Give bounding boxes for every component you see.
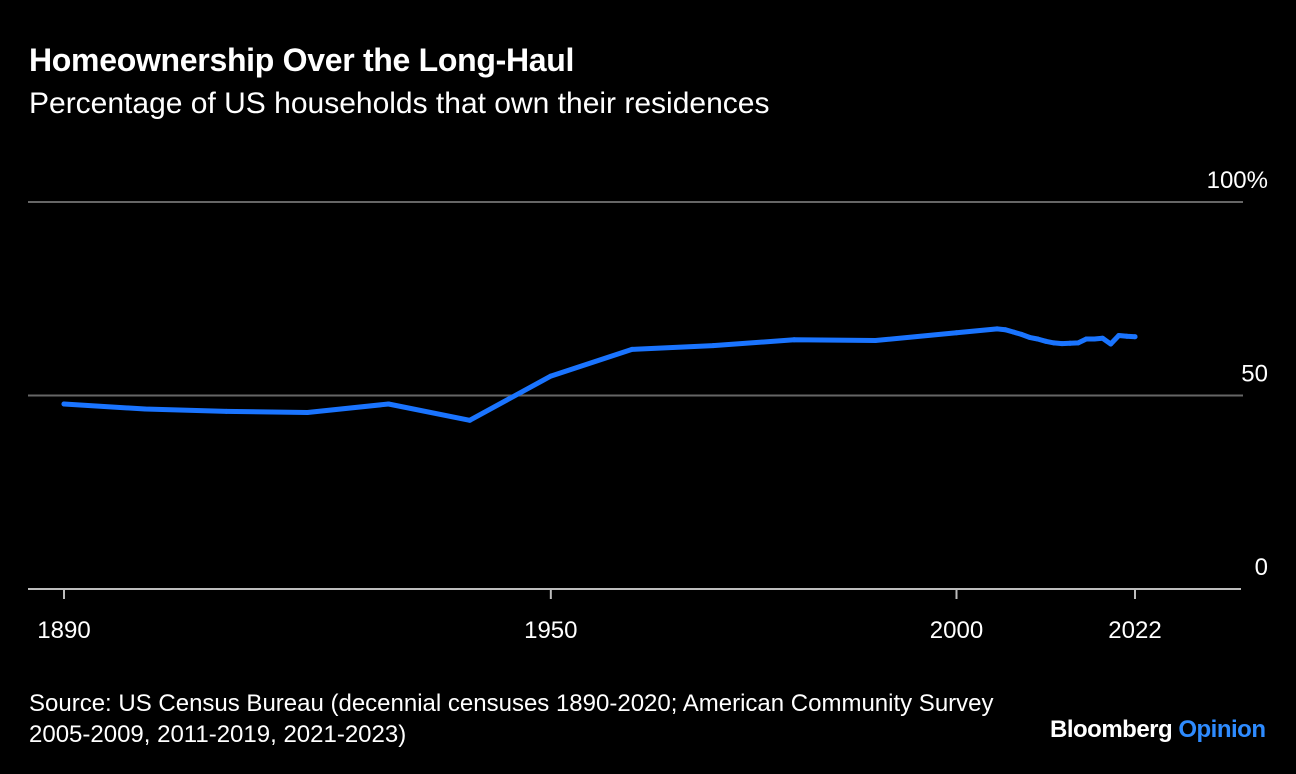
data-point [994,326,1000,332]
brand-secondary: Opinion [1178,716,1266,743]
data-point [1027,334,1032,340]
x-tick-label: 2000 [930,617,983,644]
data-point [548,373,554,379]
data-point [1108,341,1114,347]
data-point [386,401,391,407]
series-line-0 [61,326,1138,423]
source-note: Source: US Census Bureau (decennial cens… [29,690,994,748]
tick-labels: 0 50 100% 1890 1950 2000 2022 [37,167,1268,644]
data-point [1075,340,1081,346]
data-point [710,343,716,349]
data-point [223,408,229,414]
data-point [1091,336,1097,342]
gridlines [28,201,1243,397]
x-tick-label: 2022 [1108,617,1161,644]
data-point [1043,338,1049,344]
series-layer [61,326,1138,423]
data-point [1018,331,1024,337]
data-point [1083,336,1089,342]
data-point [142,406,148,412]
y-tick-label: 0 [1255,554,1268,581]
chart-title: Homeownership Over the Long-Haul [29,42,575,78]
data-point [467,417,473,423]
x-tick-label: 1890 [37,617,90,644]
data-point [1002,327,1008,333]
y-tick-label: 50 [1241,361,1268,388]
data-point [1124,333,1130,339]
data-point [1059,341,1065,347]
data-point [1035,336,1041,342]
chart-canvas: 0 50 100% 1890 1950 2000 2022 [28,167,1268,644]
data-point [872,338,878,343]
chart-subtitle: Percentage of US households that own the… [29,87,770,120]
data-point [1132,334,1138,340]
data-point [791,337,797,343]
data-point [1067,340,1073,346]
data-point [61,401,67,407]
data-point [1051,340,1057,346]
data-point [304,410,310,415]
data-point [1010,329,1016,335]
data-point [629,346,635,352]
y-tick-label: 100% [1207,167,1268,194]
data-point [954,330,959,336]
x-axis [28,588,1241,599]
data-point [1100,335,1105,341]
x-tick-label: 1950 [524,617,577,644]
brand-primary: Bloomberg [1050,716,1173,743]
data-point [1116,333,1122,338]
brand-logo: Bloomberg Opinion [1050,716,1266,744]
